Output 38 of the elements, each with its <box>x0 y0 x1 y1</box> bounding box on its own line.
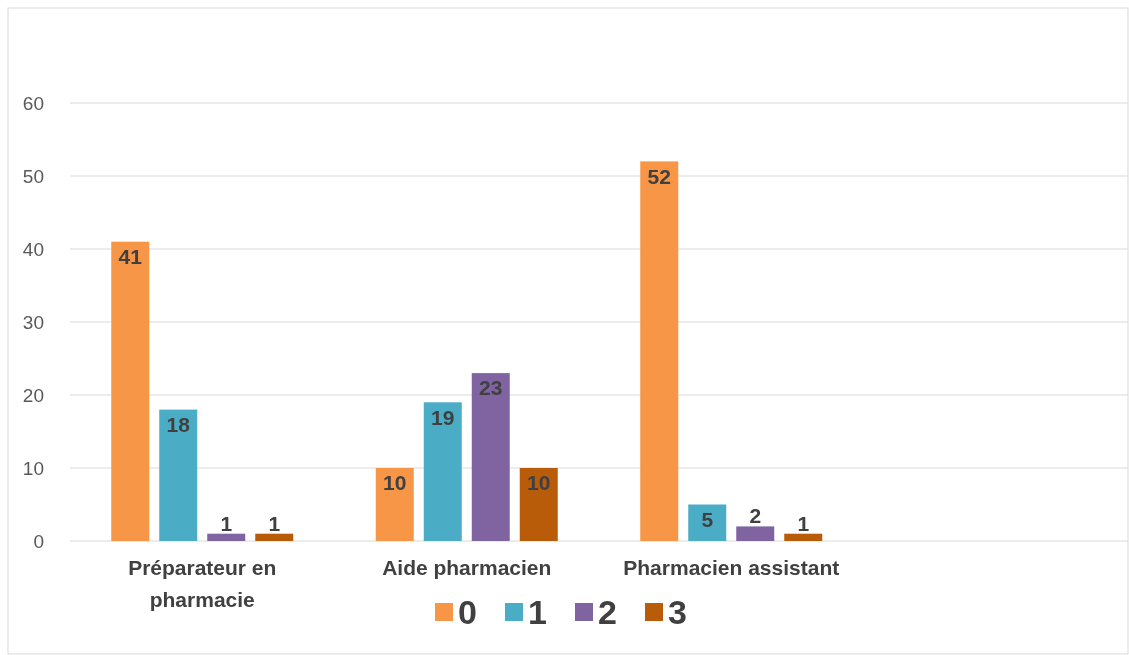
y-tick-label: 50 <box>22 165 44 187</box>
y-tick-label: 60 <box>22 92 44 114</box>
data-label: 1 <box>268 511 281 535</box>
bar <box>736 526 775 541</box>
bar <box>471 373 510 541</box>
x-tick-label: Pharmacien assistant <box>623 556 840 579</box>
data-label: 19 <box>431 405 455 429</box>
y-tick-label: 40 <box>22 238 44 260</box>
legend-label: 3 <box>668 593 687 631</box>
data-label: 1 <box>220 511 233 535</box>
y-tick-label: 30 <box>22 311 44 333</box>
bar <box>207 533 246 541</box>
data-label: 18 <box>166 412 191 436</box>
bar <box>640 161 679 541</box>
bar <box>375 468 414 541</box>
x-tick-label: Aide pharmacien <box>382 556 552 579</box>
y-tick-label: 0 <box>33 530 44 552</box>
x-tick-label: Préparateur en pharmacie <box>128 556 277 611</box>
data-label: 10 <box>527 471 551 495</box>
y-tick-label: 10 <box>22 457 44 479</box>
legend-label: 1 <box>528 593 547 631</box>
bar <box>423 402 462 541</box>
data-label: 41 <box>118 244 143 268</box>
legend-label: 0 <box>458 593 477 631</box>
y-tick-label: 20 <box>22 384 44 406</box>
data-label: 23 <box>479 376 503 400</box>
bar <box>688 504 727 541</box>
data-label: 10 <box>383 471 407 495</box>
bar <box>159 409 198 541</box>
bar <box>784 533 823 541</box>
legend-label: 2 <box>598 593 617 631</box>
data-label: 1 <box>797 511 810 535</box>
data-label: 52 <box>647 164 671 188</box>
data-label: 2 <box>749 504 762 528</box>
bar <box>519 468 558 541</box>
bar <box>255 533 294 541</box>
data-label: 5 <box>701 507 714 531</box>
bar <box>111 241 150 541</box>
